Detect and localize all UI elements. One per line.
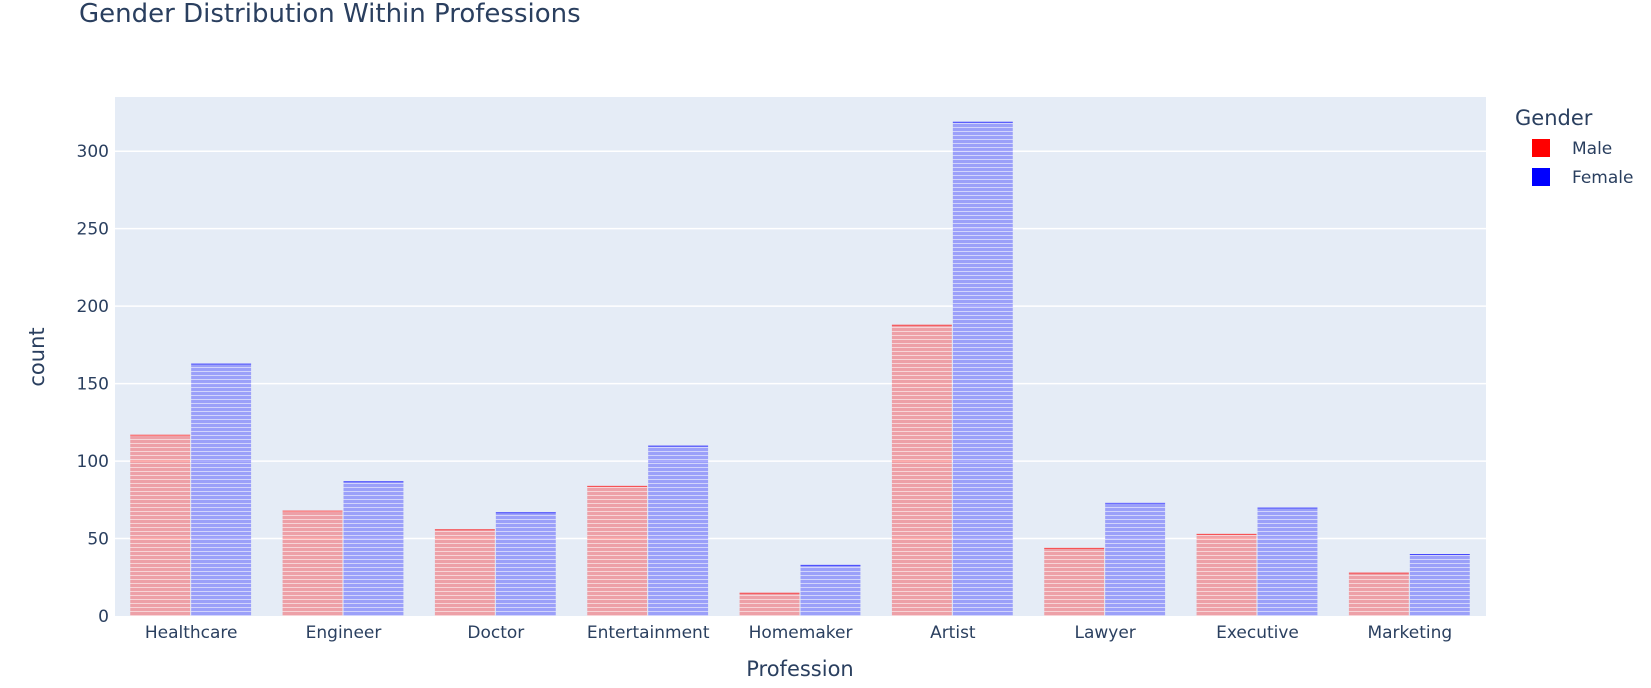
x-tick-label: Artist bbox=[930, 623, 976, 643]
x-tick-label: Executive bbox=[1216, 623, 1299, 643]
y-tick-label: 200 bbox=[77, 297, 109, 317]
legend-label-male[interactable]: Male bbox=[1572, 139, 1612, 159]
x-axis-title: Profession bbox=[746, 657, 854, 681]
bar-male-entertainment[interactable] bbox=[587, 485, 648, 616]
bar-male-artist[interactable] bbox=[891, 324, 952, 616]
y-tick-label: 0 bbox=[98, 607, 109, 627]
bar-male-engineer[interactable] bbox=[282, 510, 343, 616]
bar-female-healthcare[interactable] bbox=[191, 363, 252, 616]
y-axis-title: count bbox=[25, 327, 49, 386]
y-tick-label: 300 bbox=[77, 142, 109, 162]
bar-female-executive[interactable] bbox=[1257, 507, 1318, 616]
x-tick-label: Homemaker bbox=[749, 623, 853, 643]
legend-swatch-male[interactable] bbox=[1532, 139, 1550, 157]
chart-title: Gender Distribution Within Professions bbox=[79, 0, 581, 29]
bar-female-lawyer[interactable] bbox=[1105, 502, 1166, 616]
bar-male-lawyer[interactable] bbox=[1044, 547, 1105, 616]
x-tick-label: Entertainment bbox=[587, 623, 710, 643]
y-tick-label: 250 bbox=[77, 220, 109, 240]
x-tick-label: Marketing bbox=[1367, 623, 1452, 643]
bar-male-marketing[interactable] bbox=[1348, 572, 1409, 616]
bar-male-healthcare[interactable] bbox=[130, 434, 191, 616]
bar-male-executive[interactable] bbox=[1196, 533, 1257, 616]
bar-male-homemaker[interactable] bbox=[739, 592, 800, 616]
bar-female-engineer[interactable] bbox=[343, 481, 404, 616]
bar-female-homemaker[interactable] bbox=[800, 564, 861, 616]
legend-label-female[interactable]: Female bbox=[1572, 168, 1633, 188]
y-tick-label: 150 bbox=[77, 375, 109, 395]
x-tick-label: Engineer bbox=[306, 623, 382, 643]
bar-male-doctor[interactable] bbox=[434, 529, 495, 616]
x-tick-label: Lawyer bbox=[1075, 623, 1136, 643]
y-tick-label: 50 bbox=[87, 530, 109, 550]
legend-title: Gender bbox=[1515, 106, 1593, 130]
bars bbox=[130, 121, 1470, 617]
bar-female-entertainment[interactable] bbox=[648, 445, 709, 616]
bar-female-doctor[interactable] bbox=[495, 512, 556, 616]
y-tick-labels: 0 50 100 150 200 250 300 bbox=[77, 142, 109, 627]
bar-female-marketing[interactable] bbox=[1409, 554, 1470, 616]
legend[interactable]: Gender Male Female bbox=[1515, 106, 1633, 188]
y-tick-label: 100 bbox=[77, 452, 109, 472]
bar-female-artist[interactable] bbox=[952, 121, 1013, 617]
x-tick-label: Doctor bbox=[467, 623, 524, 643]
x-tick-label: Healthcare bbox=[145, 623, 238, 643]
legend-swatch-female[interactable] bbox=[1532, 168, 1550, 186]
x-tick-labels: Healthcare Engineer Doctor Entertainment Hom… bbox=[145, 623, 1452, 643]
